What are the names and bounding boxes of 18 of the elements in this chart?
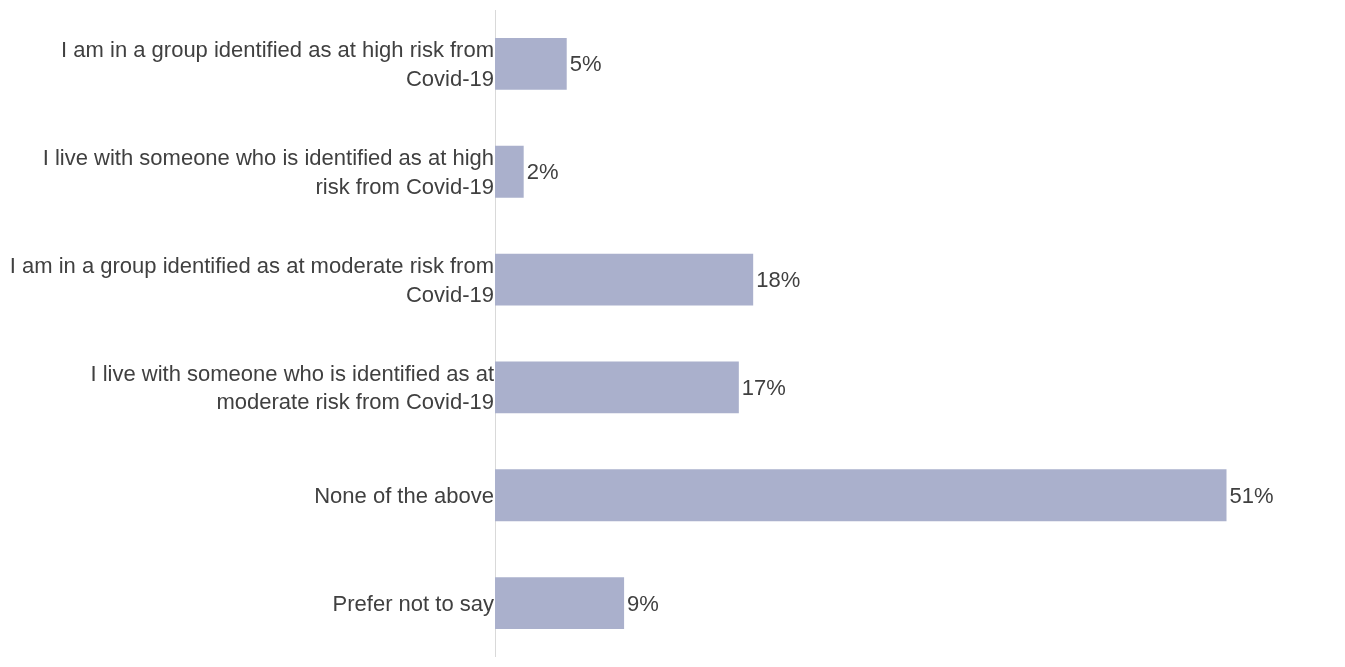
bar: [495, 577, 625, 629]
bar: [495, 469, 1227, 522]
data-label: 2%: [526, 159, 559, 185]
data-label: 17%: [741, 374, 786, 400]
y-tick-label: I live with someone who is identified as at high risk from Covid-19: [42, 145, 494, 199]
bar: [495, 38, 567, 90]
bar: [495, 145, 524, 198]
y-tick-label: I am in a group identified as at moderate risk from Covid-19: [9, 252, 494, 307]
data-label: 18%: [756, 267, 801, 293]
bar: [495, 361, 739, 414]
y-tick-label: I live with someone who is identified as at moderate risk from Covid-19: [90, 360, 494, 415]
y-tick-label: Prefer not to say: [332, 590, 494, 616]
y-tick-label: None of the above: [314, 482, 494, 508]
data-label: 9%: [627, 590, 659, 616]
data-label: 51%: [1229, 482, 1274, 508]
y-tick-label: I am in a group identified as at high risk from Covid-19: [61, 37, 494, 91]
bar: [495, 253, 754, 306]
data-label: 5%: [569, 51, 602, 77]
